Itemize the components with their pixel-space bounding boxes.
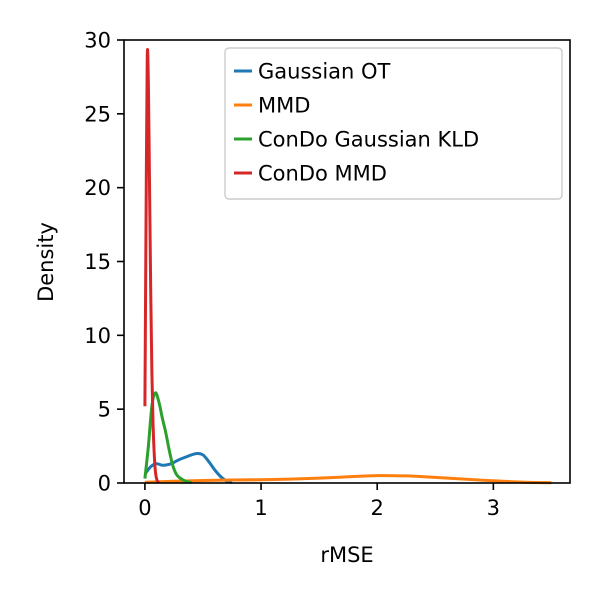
x-tick-label: 0 <box>138 496 151 520</box>
x-tick-label: 3 <box>487 496 500 520</box>
x-axis-label: rMSE <box>320 543 373 567</box>
y-tick-label: 25 <box>84 102 111 126</box>
y-axis-label: Density <box>34 222 58 302</box>
series-line-1 <box>143 451 233 485</box>
legend: Gaussian OT MMD ConDo Gaussian KLD ConDo MM… <box>224 47 563 200</box>
y-tick-label: 5 <box>98 398 111 422</box>
series-line-2 <box>144 474 552 485</box>
legend-label: Gaussian OT <box>258 60 391 84</box>
legend-label: MMD <box>258 94 310 118</box>
legend-label: ConDo Gaussian KLD <box>258 128 479 152</box>
legend-label: ConDo MMD <box>258 162 387 186</box>
y-tick-label: 20 <box>84 176 111 200</box>
series-layer <box>143 48 552 485</box>
series-line-4 <box>143 48 160 484</box>
x-tick-label: 1 <box>254 496 267 520</box>
legend-box <box>224 47 563 200</box>
y-tick-label: 30 <box>84 29 111 53</box>
y-tick-label: 0 <box>98 472 111 496</box>
x-tick-label: 2 <box>371 496 384 520</box>
y-tick-label: 15 <box>84 250 111 274</box>
y-tick-label: 10 <box>84 324 111 348</box>
